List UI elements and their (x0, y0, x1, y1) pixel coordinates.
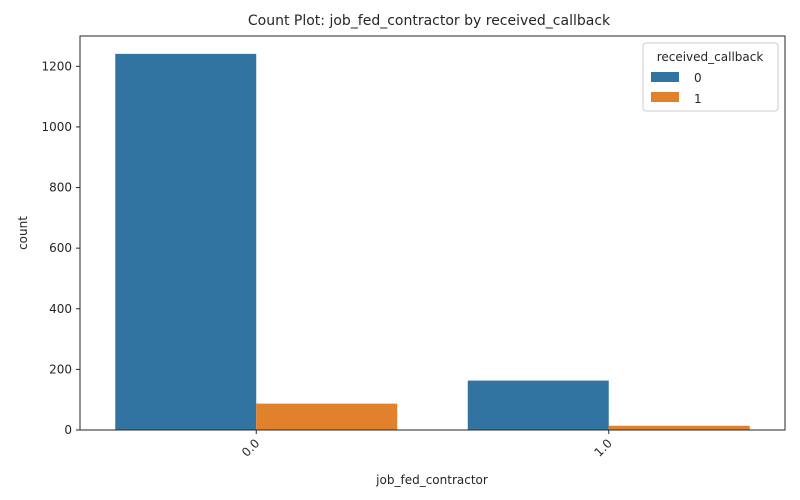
plot-frame (79, 35, 786, 431)
x-axis: 0.0 1.0 (239, 430, 615, 460)
y-tick-label: 1000 (41, 120, 72, 134)
y-tick-label: 400 (49, 302, 72, 316)
x-tick-label: 0.0 (239, 436, 262, 459)
y-tick-label: 800 (49, 181, 72, 195)
y-tick-label: 200 (49, 362, 72, 376)
x-tick-label: 1.0 (591, 436, 614, 459)
bar-series-0-0.0 (115, 53, 257, 431)
chart-title: Count Plot: job_fed_contractor by receiv… (248, 13, 611, 29)
y-tick-label: 600 (49, 241, 72, 255)
legend-label-0: 0 (694, 71, 702, 85)
bar-series-0-1.0 (467, 380, 609, 430)
legend: received_callback 0 1 (642, 42, 779, 112)
legend-swatch-0 (651, 72, 679, 82)
y-axis-label: count (16, 216, 30, 250)
bars-group (115, 53, 750, 431)
y-tick-label: 1200 (41, 59, 72, 73)
bar-series-1-0.0 (256, 403, 398, 430)
y-tick-label: 0 (64, 423, 72, 437)
legend-label-1: 1 (694, 92, 702, 106)
bar-series-1-1.0 (608, 425, 750, 430)
y-axis: 0 200 400 600 800 1000 1200 (41, 59, 80, 437)
legend-title: received_callback (657, 50, 764, 64)
x-axis-label: job_fed_contractor (375, 473, 488, 487)
legend-swatch-1 (651, 92, 679, 102)
